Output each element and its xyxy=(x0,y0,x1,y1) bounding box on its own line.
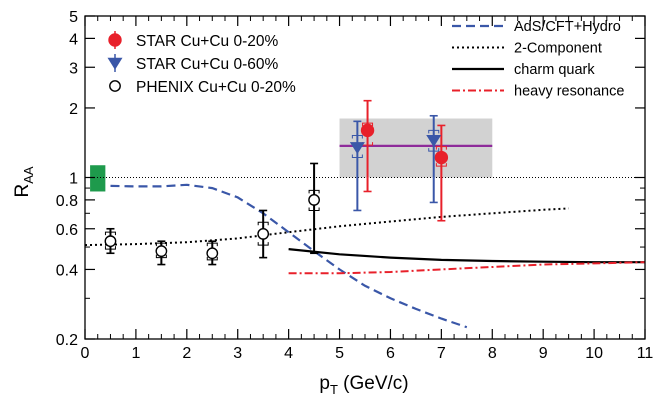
x-tick-label: 2 xyxy=(182,345,191,362)
x-tick-label: 11 xyxy=(637,345,654,362)
sys-bracket-high xyxy=(308,189,320,194)
legend-label: 2-Component xyxy=(514,41,602,57)
sys-bracket-high xyxy=(435,146,447,150)
legend-marker xyxy=(109,80,121,92)
data-marker xyxy=(206,247,219,260)
data-marker xyxy=(349,142,365,155)
y-axis-title-main: R xyxy=(12,184,33,198)
legend-entry: STAR Cu+Cu 0-60% xyxy=(107,54,279,73)
x-tick-label: 9 xyxy=(539,345,548,362)
legend-label: STAR Cu+Cu 0-60% xyxy=(136,56,279,73)
legend-label: PHENIX Cu+Cu 0-20% xyxy=(136,79,296,96)
x-tick-label: 8 xyxy=(488,345,497,362)
data-point xyxy=(104,227,117,255)
x-axis-title-sub: T xyxy=(330,382,338,396)
y-tick-label: 4 xyxy=(69,31,78,48)
band-1 xyxy=(90,165,106,192)
curve-legend: AdS/CFT+Hydro 2-Component charm quark heavy… xyxy=(452,19,624,100)
data-point xyxy=(257,209,270,259)
y-tick-label: 0.8 xyxy=(56,193,78,210)
x-tick-label: 7 xyxy=(437,345,446,362)
y-tick-label: 1 xyxy=(69,171,78,188)
legend-label: charm quark xyxy=(514,62,595,78)
curve-0 xyxy=(110,183,468,329)
y-tick-label: 0.4 xyxy=(56,262,78,279)
legend-entry: heavy resonance xyxy=(452,84,624,100)
sys-bracket-high xyxy=(362,122,374,127)
data-point xyxy=(155,240,168,266)
data-point xyxy=(308,162,320,255)
y-axis-title-sub: AA xyxy=(21,166,36,184)
x-axis-title: pT (GeV/c) xyxy=(319,373,408,396)
sys-bracket-high xyxy=(428,129,440,134)
data-marker xyxy=(155,245,168,258)
data-marker xyxy=(426,134,442,147)
sys-bracket-low xyxy=(351,154,363,159)
sys-bracket-low xyxy=(308,207,320,211)
data-marker xyxy=(104,235,117,248)
sys-bracket-high xyxy=(351,134,363,139)
data-point xyxy=(426,114,442,204)
data-point xyxy=(434,124,449,222)
y-tick-label: 5 xyxy=(69,9,78,26)
data-marker xyxy=(360,123,375,138)
y-tick-label: 2 xyxy=(69,101,78,118)
y-tick-label: 0.2 xyxy=(56,332,78,349)
plot-area xyxy=(84,99,646,329)
data-point xyxy=(349,120,365,212)
data-point xyxy=(360,99,375,193)
x-tick-label: 3 xyxy=(233,345,242,362)
data-marker xyxy=(434,150,449,165)
sys-bracket-high xyxy=(206,242,218,247)
data-point xyxy=(206,240,219,266)
x-tick-label: 6 xyxy=(386,345,395,362)
sys-bracket-low xyxy=(155,254,167,259)
legend-label: heavy resonance xyxy=(514,84,624,100)
sys-bracket-low xyxy=(428,148,440,152)
sys-bracket-low xyxy=(206,256,218,261)
legend-entry: 2-Component xyxy=(452,41,602,57)
legend-entry: charm quark xyxy=(452,62,595,78)
sys-bracket-high xyxy=(155,242,167,247)
legend-label: AdS/CFT+Hydro xyxy=(514,19,621,35)
sys-bracket-low xyxy=(435,163,447,167)
x-tick-label: 10 xyxy=(585,345,603,362)
x-axis-title-main: p xyxy=(319,373,330,394)
x-tick-label: 0 xyxy=(81,345,90,362)
x-axis-title-unit: (GeV/c) xyxy=(338,373,409,394)
legend-label: STAR Cu+Cu 0-20% xyxy=(136,33,279,50)
y-tick-label: 0.6 xyxy=(56,222,78,239)
sys-bracket-low xyxy=(104,246,116,250)
data-marker xyxy=(308,193,320,206)
curve-2 xyxy=(288,248,645,264)
x-tick-label: 4 xyxy=(284,345,293,362)
y-axis-title: RAA xyxy=(12,166,36,197)
sys-bracket-high xyxy=(257,221,269,226)
sys-bracket-low xyxy=(257,242,269,246)
curve-1 xyxy=(84,207,569,247)
curve-3 xyxy=(288,261,646,275)
x-tick-label: 1 xyxy=(131,345,140,362)
legend-entry: PHENIX Cu+Cu 0-20% xyxy=(109,79,296,96)
marker-legend: STAR Cu+Cu 0-20% STAR Cu+Cu 0-60% PHENIX C… xyxy=(107,31,296,96)
axes: 0 1 2 3 4 5 6 7 8 9 10 11 0.2 0.4 0.6 0.8 1 2 3 4 5 xyxy=(56,9,654,362)
sys-bracket-high xyxy=(104,231,116,236)
y-tick-label: 3 xyxy=(69,60,78,77)
legend-marker xyxy=(107,57,123,70)
data-marker xyxy=(257,228,270,240)
legend-entry: AdS/CFT+Hydro xyxy=(452,19,621,35)
x-tick-label: 5 xyxy=(335,345,344,362)
legend-entry: STAR Cu+Cu 0-20% xyxy=(108,31,279,50)
legend-marker xyxy=(108,33,122,47)
